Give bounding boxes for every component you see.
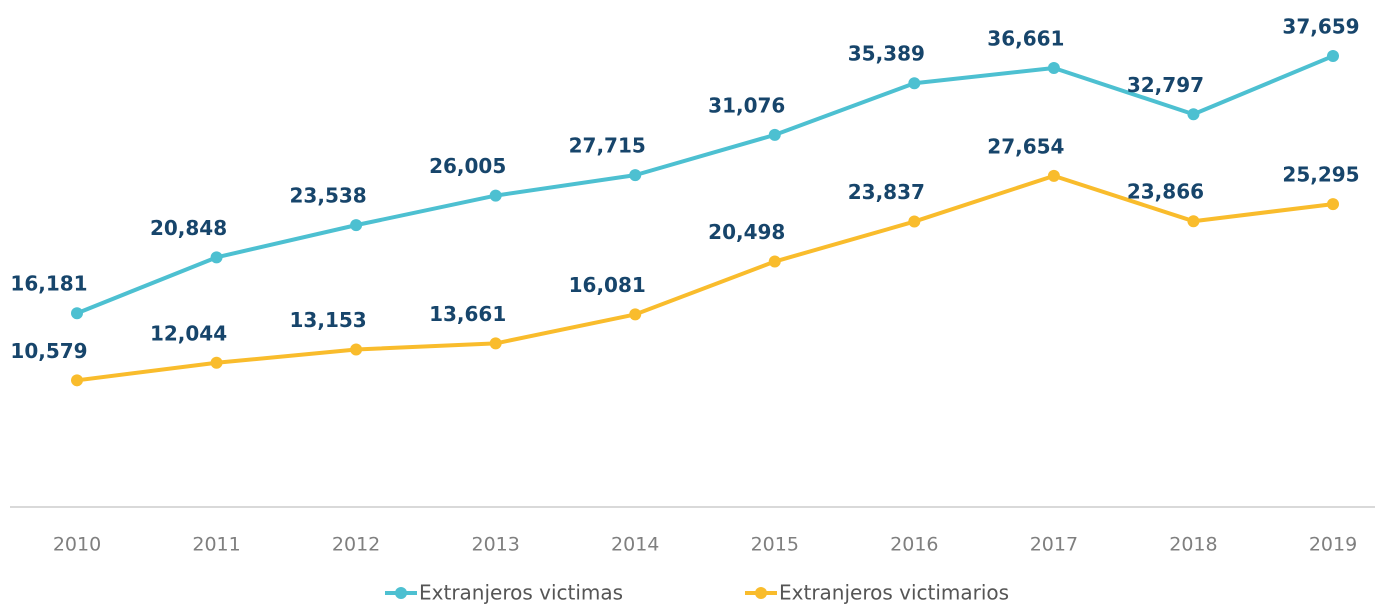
data-label: 23,866 [1127,180,1204,204]
data-label: 25,295 [1282,163,1359,187]
data-label: 32,797 [1127,73,1204,97]
data-label: 10,579 [10,339,87,363]
point [350,219,363,232]
data-label: 13,153 [290,308,367,332]
x-tick-label: 2012 [332,534,380,556]
x-tick-label: 2013 [471,534,519,556]
series-line [76,173,1334,383]
point [908,77,921,90]
x-tick-label: 2017 [1030,534,1078,556]
x-tick-label: 2014 [611,534,659,556]
x-tick-label: 2016 [890,534,938,556]
data-label: 23,538 [290,184,367,208]
point [768,255,781,268]
point [210,356,223,369]
legend-label: Extranjeros victimas [419,581,623,605]
point [1047,169,1060,182]
data-label: 20,498 [708,220,785,244]
point [768,128,781,141]
legend-marker [755,587,767,599]
data-label: 27,654 [987,134,1064,158]
x-tick-label: 2019 [1309,534,1357,556]
point [489,189,502,202]
data-label: 27,715 [569,134,646,158]
point [1327,50,1339,63]
data-label: 31,076 [708,93,785,117]
legend-marker [395,587,407,599]
point [629,169,642,182]
data-label: 36,661 [987,26,1064,50]
point [1187,215,1200,228]
point [1327,198,1339,211]
x-tick-label: 2018 [1169,534,1217,556]
point [71,374,83,387]
point [210,251,223,264]
data-label: 12,044 [150,321,227,345]
point [629,308,642,321]
x-tick-label: 2010 [53,534,101,556]
point [908,215,921,228]
data-label: 20,848 [150,216,227,240]
data-label: 13,661 [429,302,506,326]
point [71,307,83,320]
data-label: 16,081 [569,273,646,297]
data-label: 16,181 [10,272,87,296]
point [1047,61,1060,74]
data-label: 26,005 [429,154,506,178]
point [1187,108,1200,121]
data-label: 37,659 [1282,15,1359,39]
point [350,343,363,356]
data-label: 35,389 [848,42,925,66]
point [489,337,502,350]
data-label: 23,837 [848,180,925,204]
legend-label: Extranjeros victimarios [779,581,1009,605]
series-line [76,54,1334,316]
x-tick-label: 2015 [751,534,799,556]
x-tick-label: 2011 [192,534,240,556]
